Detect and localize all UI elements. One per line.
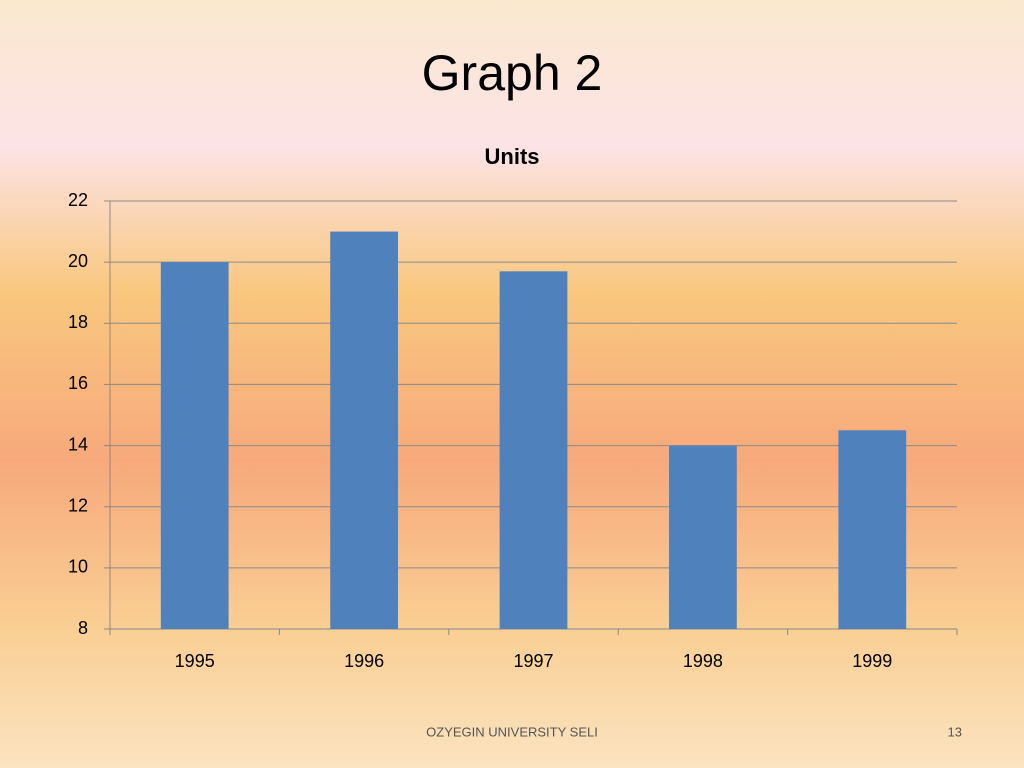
bar [499,271,568,629]
x-tick-label: 1995 [175,651,215,671]
y-tick-label: 16 [68,373,88,393]
y-tick-label: 8 [78,618,88,638]
slide-title: Graph 2 [422,45,603,101]
footer: OZYEGIN UNIVERSITY SELI [426,724,598,739]
bar [330,231,398,630]
chart-title: Units [485,144,540,169]
y-tick-label: 22 [68,190,88,210]
y-tick-label: 14 [68,434,88,454]
x-tick-label: 1996 [344,651,384,671]
bar [669,445,737,629]
x-tick-label: 1997 [513,651,553,671]
bar [160,262,229,629]
bar [838,430,907,629]
y-tick-label: 18 [68,312,88,332]
x-tick-label: 1999 [852,651,892,671]
y-tick-label: 10 [68,557,88,577]
y-tick-label: 12 [68,495,88,515]
page-number: 13 [948,724,962,739]
y-tick-label: 20 [68,251,88,271]
x-tick-label: 1998 [683,651,723,671]
